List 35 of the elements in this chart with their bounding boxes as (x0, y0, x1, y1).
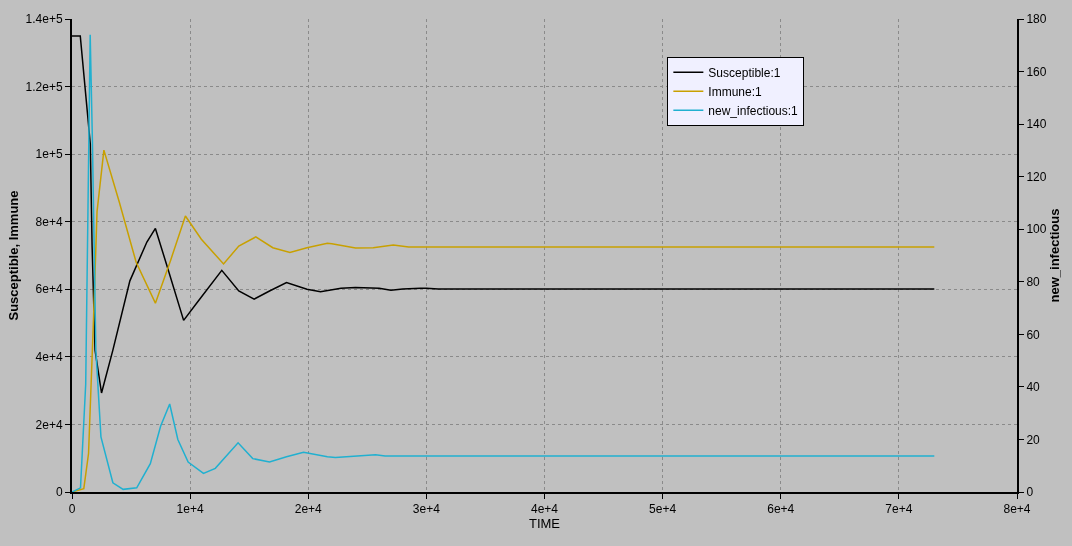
x-tick-label: 8e+4 (1003, 502, 1031, 517)
y2-axis-title: new_infectious (1046, 208, 1062, 303)
y-tick-label: 6e+4 (35, 282, 63, 297)
y-tick-label: 1.2e+5 (25, 79, 63, 94)
x-tick-label: 4e+4 (530, 502, 559, 517)
x-tick-label: 3e+4 (412, 502, 441, 517)
x-axis-title: TIME (528, 516, 561, 532)
x-tick-label: 2e+4 (294, 502, 323, 517)
legend-label: Immune:1 (708, 85, 763, 100)
legend-label: new_infectious:1 (708, 104, 799, 119)
y-tick-label: 1e+5 (35, 147, 63, 162)
y2-tick-label: 160 (1026, 64, 1047, 79)
y-tick-label: 4e+4 (35, 350, 63, 365)
y2-tick-label: 60 (1026, 327, 1041, 342)
y2-tick-label: 20 (1026, 432, 1041, 447)
y2-tick-label: 0 (1026, 485, 1034, 500)
x-tick-label: 0 (68, 502, 76, 517)
legend-label: Susceptible:1 (708, 66, 781, 81)
x-tick-label: 7e+4 (885, 502, 913, 517)
y2-tick-label: 120 (1026, 169, 1047, 184)
y2-tick-label: 40 (1026, 380, 1041, 395)
y2-tick-label: 180 (1026, 12, 1047, 27)
y2-tick-label: 100 (1026, 222, 1047, 237)
x-tick-label: 6e+4 (767, 502, 795, 517)
y2-tick-label: 140 (1026, 117, 1047, 132)
x-tick-label: 1e+4 (176, 502, 204, 517)
y-tick-label: 1.4e+5 (25, 12, 63, 27)
y-axis-title: Susceptible, Immune (6, 190, 21, 321)
y-tick-label: 8e+4 (35, 214, 63, 229)
y-tick-label: 0 (55, 485, 63, 500)
y2-tick-label: 80 (1026, 274, 1041, 289)
line-series (72, 149, 936, 492)
x-tick-label: 5e+4 (649, 502, 677, 517)
line-series (72, 34, 936, 492)
y-tick-label: 2e+4 (35, 417, 63, 432)
